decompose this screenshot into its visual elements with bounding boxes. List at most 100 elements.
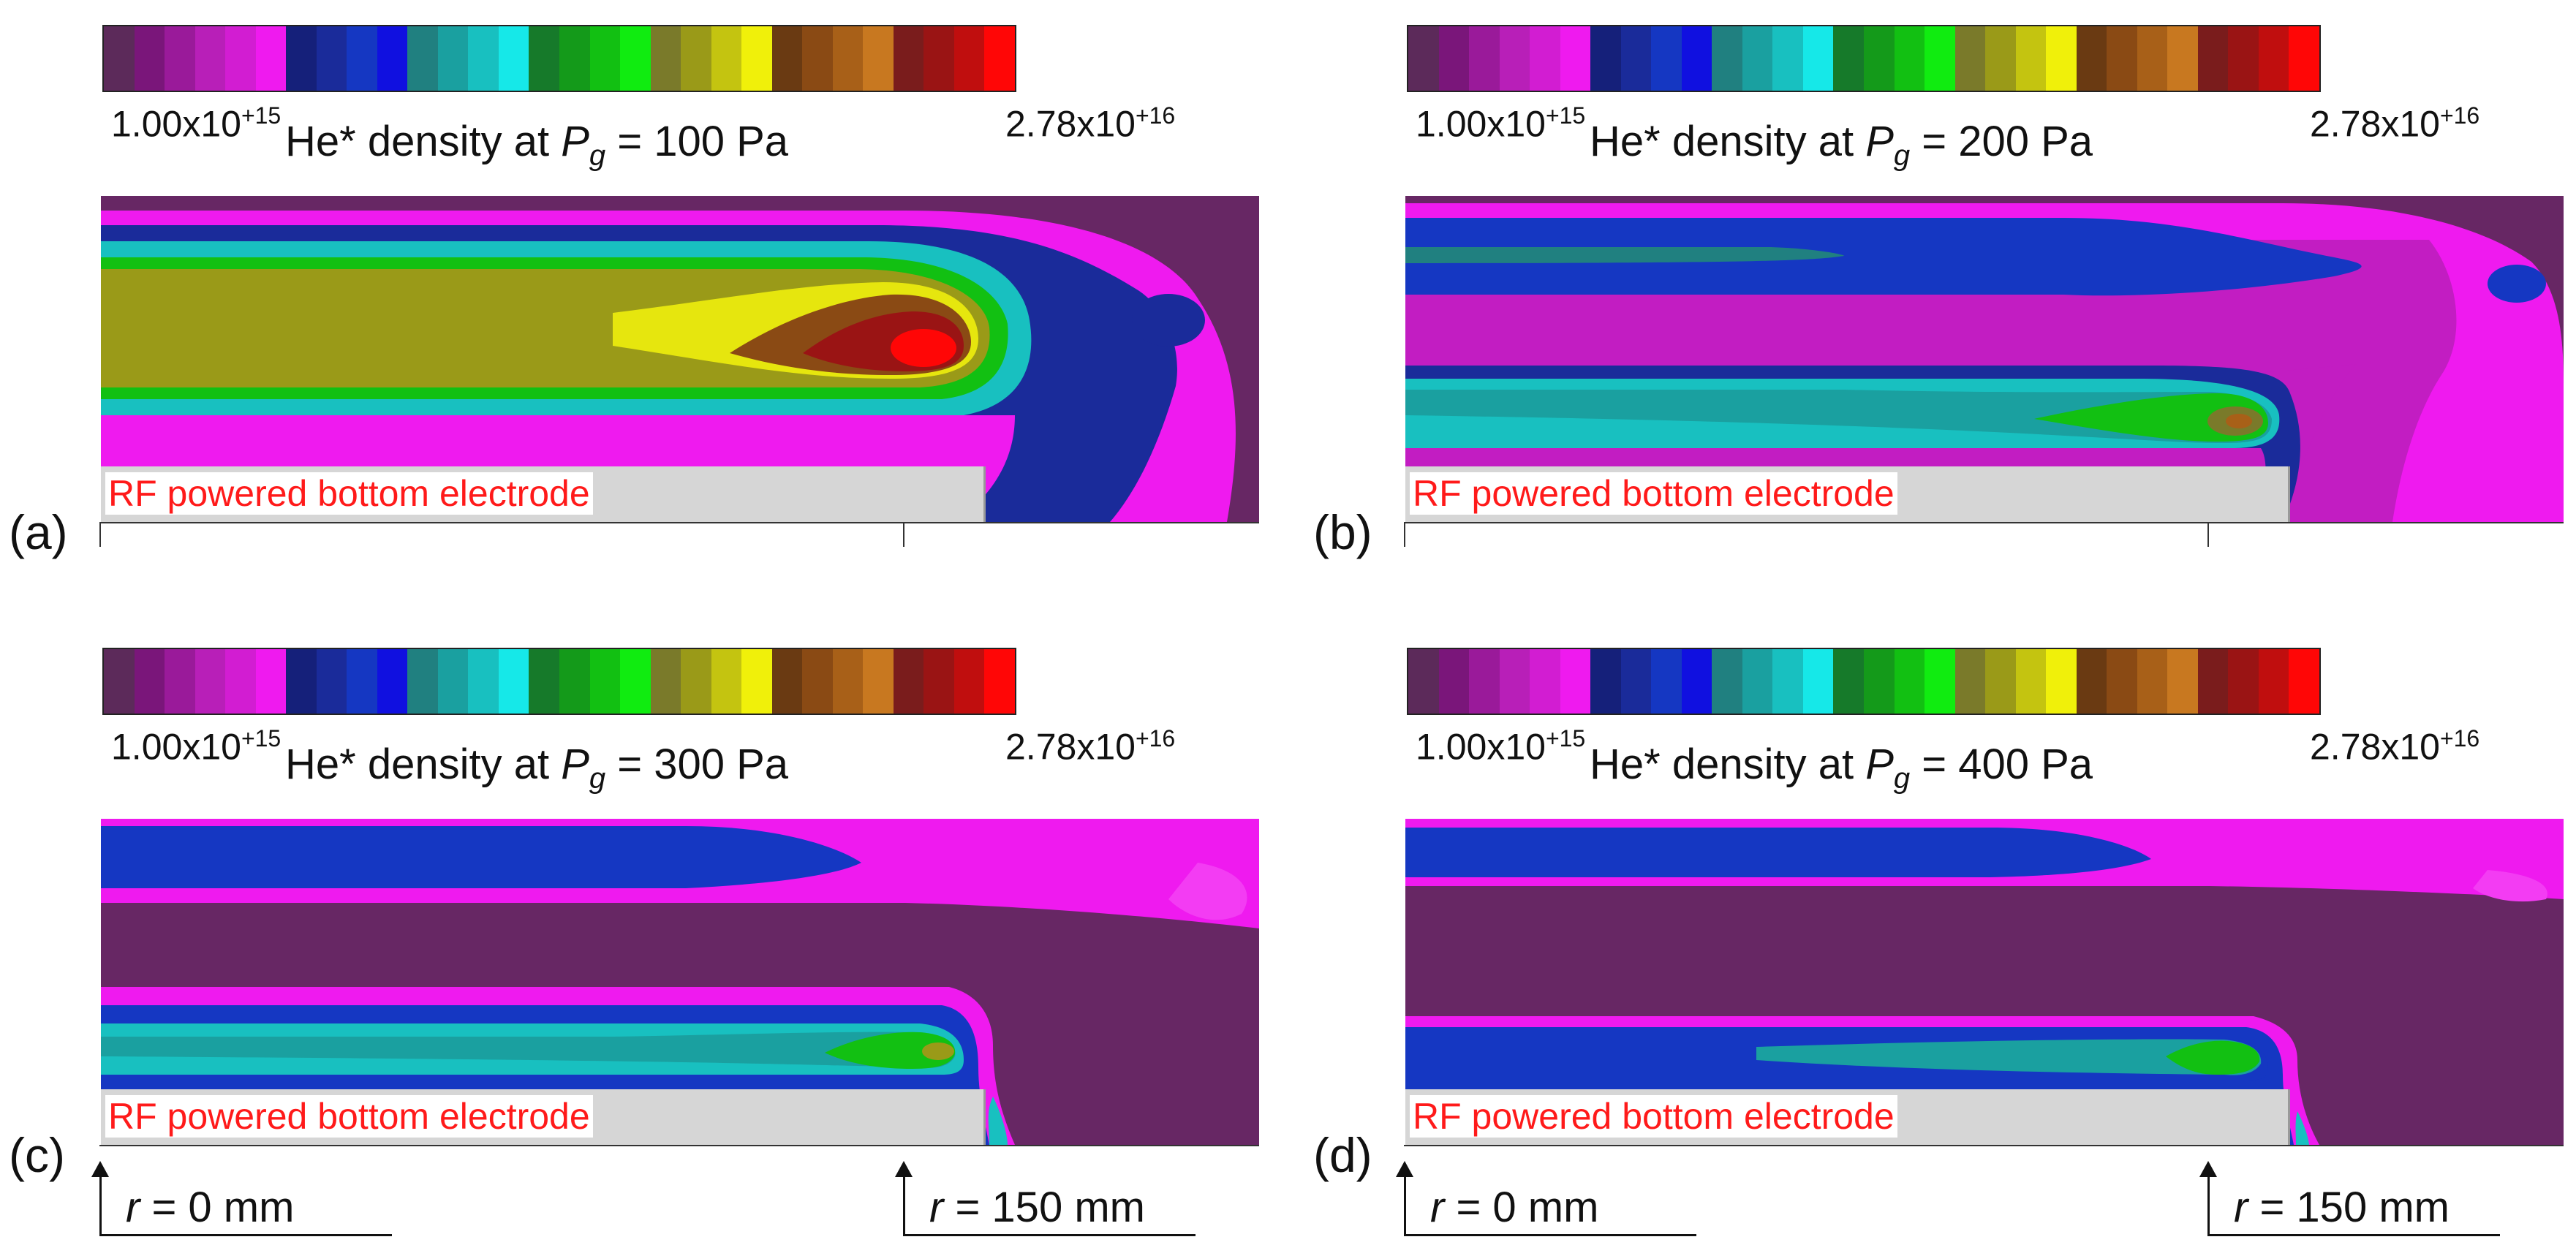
colorbar-swatch xyxy=(2197,26,2229,91)
electrode-label: RF powered bottom electrode xyxy=(105,472,593,515)
colorbar-swatch xyxy=(681,649,711,714)
axis-tick-r0 xyxy=(1404,522,1405,547)
axis-tick-r0 xyxy=(99,522,101,547)
colorbar-swatch xyxy=(984,26,1015,91)
colorbar-swatch xyxy=(1560,26,1591,91)
colorbar-swatch xyxy=(2289,26,2319,91)
colorbar-swatch xyxy=(225,649,256,714)
panel-d: 1.00x10+15 2.78x10+16 He* density at Pg … xyxy=(1304,623,2576,1244)
r-axis xyxy=(99,522,1259,523)
colorbar-swatch xyxy=(2228,649,2259,714)
colorbar xyxy=(102,25,1016,92)
electrode-label: RF powered bottom electrode xyxy=(105,1095,593,1138)
colorbar-min-label: 1.00x10+15 xyxy=(1416,102,1586,145)
colorbar-swatch xyxy=(1469,26,1500,91)
colorbar-swatch xyxy=(802,649,833,714)
r-axis xyxy=(1404,1145,2564,1146)
colorbar-swatch xyxy=(1954,649,1986,714)
colorbar-swatch xyxy=(286,26,317,91)
colorbar-swatch xyxy=(741,26,772,91)
colorbar-swatch xyxy=(2076,649,2107,714)
colorbar-swatch xyxy=(1590,26,1621,91)
colorbar-swatch xyxy=(1802,649,1834,714)
colorbar-min-label: 1.00x10+15 xyxy=(1416,725,1586,768)
colorbar-swatch xyxy=(650,26,681,91)
colorbar-swatch xyxy=(1894,649,1925,714)
colorbar-swatch xyxy=(681,26,711,91)
colorbar-swatch xyxy=(437,649,469,714)
colorbar-swatch xyxy=(2137,26,2168,91)
colorbar-min-label: 1.00x10+15 xyxy=(111,725,282,768)
panel-label: (c) xyxy=(9,1128,65,1182)
colorbar-swatch xyxy=(1499,26,1530,91)
panel-label: (b) xyxy=(1313,505,1372,559)
colorbar-swatch xyxy=(1742,649,1773,714)
colorbar-swatch xyxy=(1620,649,1652,714)
colorbar-swatch xyxy=(347,649,377,714)
colorbar-swatch xyxy=(347,26,377,91)
colorbar-swatch xyxy=(225,26,256,91)
panel-title: He* density at Pg = 400 Pa xyxy=(1590,741,2093,795)
colorbar-swatch xyxy=(1681,649,1712,714)
colorbar-swatch xyxy=(1833,26,1864,91)
colorbar-swatch xyxy=(1712,26,1742,91)
colorbar-swatch xyxy=(923,26,954,91)
colorbar-swatch xyxy=(2015,26,2047,91)
colorbar-swatch xyxy=(771,26,803,91)
colorbar-swatch xyxy=(1408,26,1439,91)
rf-electrode: RF powered bottom electrode xyxy=(101,1089,986,1145)
colorbar-swatch xyxy=(2015,649,2047,714)
colorbar-swatch xyxy=(1438,649,1470,714)
colorbar-swatch xyxy=(711,649,742,714)
colorbar-swatch xyxy=(134,649,165,714)
colorbar-swatch xyxy=(194,649,226,714)
colorbar xyxy=(1407,648,2321,715)
colorbar-swatch xyxy=(407,649,438,714)
colorbar-swatch xyxy=(1772,649,1803,714)
colorbar-swatch xyxy=(437,26,469,91)
colorbar-swatch xyxy=(1590,649,1621,714)
panel-title: He* density at Pg = 300 Pa xyxy=(285,741,789,795)
colorbar-swatch xyxy=(165,649,195,714)
colorbar-swatch xyxy=(2258,649,2289,714)
colorbar-swatch xyxy=(316,26,347,91)
axis-tick-r150 xyxy=(903,522,904,547)
colorbar-swatch xyxy=(2167,649,2198,714)
colorbar xyxy=(102,648,1016,715)
electrode-label: RF powered bottom electrode xyxy=(1410,472,1897,515)
r-axis xyxy=(1404,522,2564,523)
colorbar-swatch xyxy=(893,26,924,91)
colorbar-swatch xyxy=(286,649,317,714)
colorbar-swatch xyxy=(2228,26,2259,91)
up-arrow-icon xyxy=(2199,1161,2217,1234)
colorbar-swatch xyxy=(2046,649,2077,714)
colorbar-swatch xyxy=(2107,649,2137,714)
colorbar-swatch xyxy=(863,649,894,714)
panel-b: 1.00x10+15 2.78x10+16 He* density at Pg … xyxy=(1304,0,2576,621)
colorbar-swatch xyxy=(529,26,559,91)
electrode-label: RF powered bottom electrode xyxy=(1410,1095,1897,1138)
colorbar-swatch xyxy=(893,649,924,714)
colorbar xyxy=(1407,25,2321,92)
colorbar-swatch xyxy=(2107,26,2137,91)
colorbar-swatch xyxy=(1925,26,1955,91)
colorbar-swatch xyxy=(194,26,226,91)
colorbar-swatch xyxy=(1894,26,1925,91)
colorbar-swatch xyxy=(1985,649,2016,714)
colorbar-swatch xyxy=(255,26,287,91)
colorbar-swatch xyxy=(953,26,985,91)
colorbar-swatch xyxy=(984,649,1015,714)
colorbar-swatch xyxy=(134,26,165,91)
colorbar-max-label: 2.78x10+16 xyxy=(1005,102,1176,145)
colorbar-swatch xyxy=(529,649,559,714)
colorbar-swatch xyxy=(468,26,499,91)
contour-plot xyxy=(101,196,1259,522)
colorbar-max-label: 2.78x10+16 xyxy=(2310,102,2480,145)
colorbar-swatch xyxy=(1438,26,1470,91)
colorbar-swatch xyxy=(863,26,894,91)
colorbar-swatch xyxy=(711,26,742,91)
up-arrow-icon xyxy=(895,1161,913,1234)
colorbar-swatch xyxy=(802,26,833,91)
colorbar-swatch xyxy=(2046,26,2077,91)
colorbar-swatch xyxy=(1833,649,1864,714)
